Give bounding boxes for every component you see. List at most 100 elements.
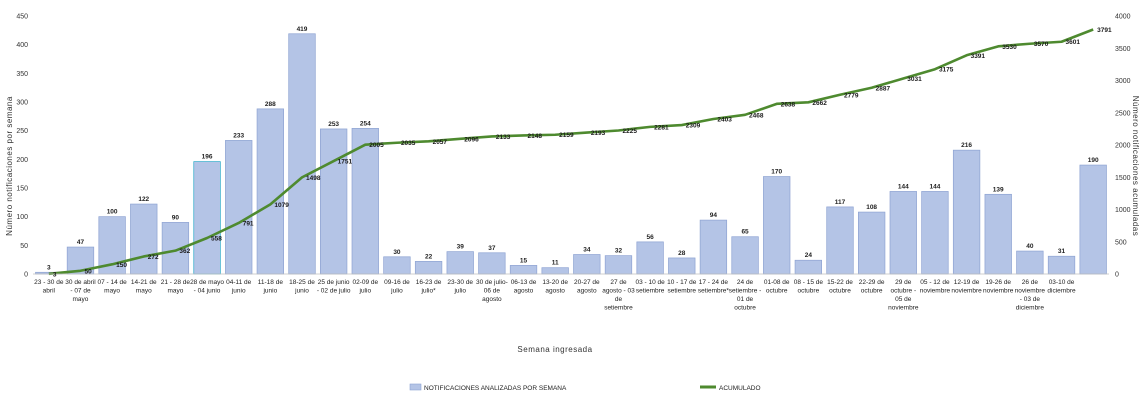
bar-value-label: 139 <box>993 186 1004 193</box>
bar <box>858 211 886 275</box>
bar-value-label: 216 <box>961 142 972 149</box>
y2-tick-label: 0 <box>1115 272 1119 279</box>
bar <box>383 256 411 275</box>
bar-value-label: 122 <box>138 196 149 203</box>
line-value-label: 2403 <box>717 117 732 124</box>
line-value-label: 2281 <box>654 124 669 131</box>
line-value-label: 2638 <box>781 101 796 108</box>
bar <box>446 251 474 275</box>
category-label: 13-20 de agosto <box>542 279 568 295</box>
category-label: 15-22 de octubre <box>827 279 853 295</box>
y2-tick-label: 2500 <box>1115 110 1131 117</box>
bar <box>921 191 949 275</box>
line-value-label: 3 <box>53 271 57 278</box>
y-tick-label: 450 <box>16 14 28 21</box>
y-tick-label: 0 <box>24 272 28 279</box>
line-value-label: 2005 <box>369 142 384 149</box>
line-value-label: 2468 <box>749 112 764 119</box>
bar <box>161 222 190 275</box>
line-value-label: 1079 <box>274 202 289 209</box>
category-label: 09-16 de julio <box>384 279 410 295</box>
line-value-label: 3601 <box>1066 39 1081 46</box>
bar-value-label: 65 <box>741 229 749 236</box>
bar-value-label: 28 <box>678 250 686 257</box>
x-axis-title: Semana ingresada <box>517 345 592 354</box>
bar <box>320 128 348 275</box>
line-value-label: 2133 <box>496 134 511 141</box>
bar-value-label: 56 <box>647 234 655 241</box>
legend: NOTIFICACIONES ANALIZADAS POR SEMANA ACU… <box>409 383 761 392</box>
category-label: 28 de mayo - 04 junio <box>190 279 224 295</box>
category-label: 03-10 de diciembre <box>1047 279 1076 295</box>
bar-value-label: 39 <box>457 244 465 251</box>
y-tick-label: 200 <box>16 157 28 164</box>
legend-label-line: ACUMULADO <box>719 385 761 392</box>
bar <box>414 261 443 275</box>
bar <box>952 149 981 275</box>
line-value-label: 272 <box>148 254 159 261</box>
bar-value-label: 31 <box>1058 248 1066 255</box>
bar-value-label: 47 <box>77 239 85 246</box>
cumulative-line <box>48 28 1094 276</box>
y-tick-label: 50 <box>20 243 28 250</box>
y2-tick-label: 3000 <box>1115 78 1131 85</box>
bar <box>193 161 221 275</box>
line-value-label: 2148 <box>528 133 543 140</box>
line-value-label: 1498 <box>306 175 321 182</box>
category-label: 23 - 30 de abril <box>34 279 64 295</box>
line-value-label: 2057 <box>433 139 448 146</box>
bar-value-label: 288 <box>265 101 276 108</box>
bar <box>478 252 506 275</box>
bar-value-label: 32 <box>615 248 623 255</box>
bar <box>1016 250 1044 275</box>
line-value-label: 50 <box>84 268 92 275</box>
category-label: 23-30 de julio <box>447 279 473 295</box>
bar <box>826 206 854 275</box>
category-label: 01-08 de octubre <box>764 279 790 295</box>
y2-tick-label: 1000 <box>1115 207 1131 214</box>
bar <box>225 140 253 275</box>
line-value-label: 2225 <box>622 128 637 135</box>
y2-tick-label: 1500 <box>1115 175 1131 182</box>
bar <box>763 176 791 275</box>
line-value-label: 362 <box>179 248 190 255</box>
legend-label-bars: NOTIFICACIONES ANALIZADAS POR SEMANA <box>424 385 567 392</box>
bar-value-label: 144 <box>898 183 909 190</box>
bar-value-label: 3 <box>47 264 51 271</box>
bar <box>984 193 1012 275</box>
y2-tick-label: 2000 <box>1115 143 1131 150</box>
category-label: 05 - 12 de noviembre <box>920 279 951 295</box>
bar-series <box>35 33 1107 275</box>
y2-tick-label: 4000 <box>1115 14 1131 21</box>
bar-value-label: 37 <box>488 245 496 252</box>
line-value-label: 150 <box>116 262 127 269</box>
legend-swatch-bars <box>409 383 422 391</box>
y-tick-label: 350 <box>16 71 28 78</box>
category-label: 10 - 17 de setiembre <box>667 279 697 295</box>
bar <box>889 191 917 275</box>
line-value-label: 2779 <box>844 92 859 99</box>
category-label: 18-25 de junio <box>289 279 315 295</box>
line-series <box>48 28 1094 276</box>
bar-value-label: 254 <box>360 120 371 127</box>
y2-tick-label: 3500 <box>1115 46 1131 53</box>
bar-value-label: 24 <box>805 252 813 259</box>
bar-value-label: 108 <box>866 204 877 211</box>
data-labels: 3 47 100 122 90 196 233 288 419 253 254 30 22 39 37 15 1… <box>47 26 1112 279</box>
line-value-label: 3530 <box>1002 44 1017 51</box>
y-tick-label: 300 <box>16 100 28 107</box>
line-value-label: 1751 <box>338 159 353 166</box>
bar-value-label: 11 <box>552 260 559 267</box>
bar <box>256 108 284 275</box>
line-value-label: 3570 <box>1034 41 1049 48</box>
bar <box>636 241 664 275</box>
category-label: 04-11 de junio <box>226 279 252 295</box>
bar-value-label: 117 <box>835 199 846 206</box>
bar-value-label: 15 <box>520 257 528 264</box>
category-label: 20-27 de agosto <box>574 279 600 295</box>
category-label: 26 de noviembre - 03 de diciembre <box>1015 279 1046 312</box>
bar <box>541 267 569 275</box>
bar-value-label: 170 <box>771 169 782 176</box>
bar-value-label: 190 <box>1088 157 1099 164</box>
